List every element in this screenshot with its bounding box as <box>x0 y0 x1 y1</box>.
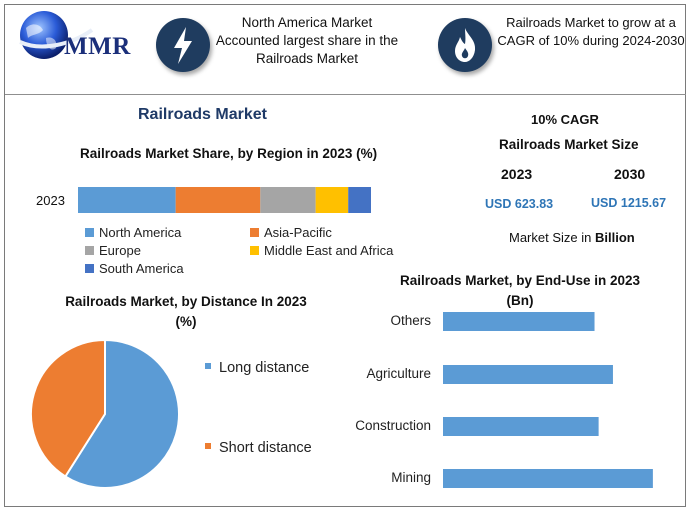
infographic-frame <box>4 4 686 507</box>
legend-short-distance: Short distance <box>205 440 312 456</box>
legend-long-distance: Long distance <box>205 360 309 376</box>
distance-chart-title-line2: (%) <box>175 314 197 329</box>
category-label-construction: Construction <box>355 418 431 433</box>
legend-north-america: North America <box>85 225 181 240</box>
legend-asia-pacific: Asia-Pacific <box>250 225 332 240</box>
region-stacked-bar <box>78 187 371 213</box>
region-chart-category-label: 2023 <box>36 193 65 208</box>
header-icon-circle-2 <box>438 18 492 72</box>
bar-others <box>443 312 595 331</box>
legend-label: Asia-Pacific <box>264 225 332 240</box>
cagr-label: 10% CAGR <box>531 112 599 127</box>
market-size-value-2030: USD 1215.67 <box>591 196 667 210</box>
bar-agriculture <box>443 365 613 384</box>
segment-asia-pacific <box>175 187 261 213</box>
category-label-agriculture: Agriculture <box>366 366 431 381</box>
market-size-year-2023: 2023 <box>501 166 533 182</box>
globe-icon <box>19 11 94 59</box>
legend-south-america: South America <box>85 261 184 276</box>
lightning-bolt-icon <box>174 27 192 64</box>
mmr-logo: MMR <box>12 8 142 68</box>
legend-label: Europe <box>99 243 141 258</box>
legend-swatch <box>85 246 94 256</box>
logo-text: MMR <box>64 33 131 60</box>
end-use-chart-title: Railroads Market, by End-Use in 2023 (Bn… <box>370 271 670 311</box>
market-size-year-2030: 2030 <box>614 166 646 182</box>
category-label-others: Others <box>390 313 431 328</box>
end-use-chart-title-line2: (Bn) <box>506 293 534 308</box>
legend-label: Long distance <box>219 360 310 376</box>
main-title: Railroads Market <box>138 106 267 123</box>
flame-icon <box>455 28 476 62</box>
legend-label: North America <box>99 225 182 240</box>
legend-europe: Europe <box>85 243 141 258</box>
market-size-note-unit: Billion <box>594 230 635 245</box>
market-size-note: Market Size in Billion <box>509 230 635 245</box>
segment-north-america <box>78 187 176 213</box>
legend-swatch <box>205 443 211 450</box>
legend-swatch <box>250 228 259 238</box>
legend-middle-east-africa: Middle East and Africa <box>250 243 393 258</box>
segment-south-america <box>348 187 371 213</box>
legend-swatch <box>85 228 94 238</box>
segment-europe <box>260 187 316 213</box>
header-text-cagr: Railroads Market to grow at a CAGR of 10… <box>497 15 685 48</box>
legend-label: Middle East and Africa <box>264 243 394 258</box>
legend-swatch <box>205 363 211 370</box>
market-size-value-2023: USD 623.83 <box>485 197 554 211</box>
end-use-bar-chart <box>443 312 653 488</box>
bar-mining <box>443 469 653 488</box>
legend-swatch <box>250 246 259 256</box>
header-text-region-share: North America Market Accounted largest s… <box>215 15 399 66</box>
end-use-chart-title-line1: Railroads Market, by End-Use in 2023 <box>399 273 641 288</box>
segment-middle-east-and-africa <box>315 187 349 213</box>
distance-chart-title-line1: Railroads Market, by Distance In 2023 <box>65 294 307 309</box>
market-size-note-prefix: Market Size in <box>509 230 595 245</box>
category-label-mining: Mining <box>391 470 431 485</box>
legend-label: South America <box>99 261 184 276</box>
market-size-title: Railroads Market Size <box>499 137 639 152</box>
distance-pie-chart <box>30 338 180 489</box>
region-chart-title: Railroads Market Share, by Region in 202… <box>80 146 378 161</box>
distance-chart-title: Railroads Market, by Distance In 2023 (%… <box>36 292 336 332</box>
bar-construction <box>443 417 599 436</box>
pie-slice-short-distance <box>30 338 106 478</box>
pie-slice-long-distance <box>63 338 180 489</box>
legend-label: Short distance <box>219 440 312 456</box>
header-separator <box>5 94 686 95</box>
header-icon-circle-1 <box>156 18 210 72</box>
legend-swatch <box>85 264 94 274</box>
